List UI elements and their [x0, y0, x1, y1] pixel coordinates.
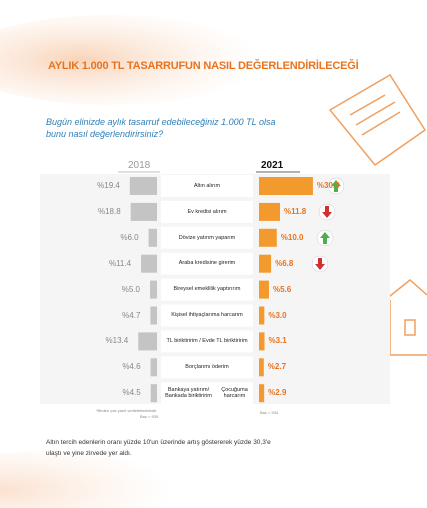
- bar-2018: [150, 358, 157, 377]
- subtitle: Bugün elinizde aylık tasarruf edebileceğ…: [46, 117, 276, 139]
- row-center: [161, 330, 253, 353]
- value-label: %11.8: [284, 206, 307, 216]
- value-label: %6.0: [120, 232, 139, 242]
- note: *Birden çok yanıt verilebilmektedir.: [96, 408, 158, 413]
- row-center: [161, 175, 253, 197]
- row-center: [161, 252, 253, 275]
- value-label: %10.0: [280, 232, 304, 242]
- category-label: Araba kredisine girerim: [178, 260, 236, 267]
- value-label: %3.0: [268, 310, 287, 320]
- value-label: %30.3: [316, 181, 340, 190]
- category-label: Bireysel emeklilik yaptırırım: [173, 286, 241, 293]
- watercolor: [0, 450, 200, 508]
- title: AYLIK 1.000 TL TASARRUFUN NASIL DEĞERLEN…: [48, 60, 359, 72]
- value-label: %5.0: [121, 284, 140, 294]
- bar-2021: [259, 332, 265, 351]
- category-label: Kişisel ihtiyaçlarıma harcarım: [171, 312, 243, 319]
- bar-2018: [138, 332, 157, 351]
- bar-2021: [259, 228, 277, 247]
- bar-2018: [150, 306, 157, 325]
- value-label: %5.6: [272, 284, 292, 294]
- legend-2021: 2021: [261, 160, 284, 171]
- bar-2018: [150, 384, 157, 403]
- value-label: %4.6: [122, 362, 141, 372]
- value-label: %4.5: [122, 388, 141, 398]
- watercolor: [0, 15, 260, 105]
- value-label: %6.8: [275, 258, 294, 268]
- value-label: %19.4: [97, 181, 120, 190]
- bar-2018: [148, 228, 157, 247]
- row-center: [161, 226, 253, 249]
- base: Baz = 934: [260, 410, 279, 415]
- value-label: %4.7: [122, 310, 141, 320]
- base: Baz = 935: [140, 414, 159, 419]
- row-center: [161, 382, 253, 405]
- row-center: [161, 200, 253, 223]
- bar-2021: [259, 358, 264, 377]
- category-label: Çocuğuma harcarım: [221, 386, 248, 400]
- row-center: [161, 278, 253, 301]
- footnote: Altın tercih edenlerin oranı yüzde 10'un…: [46, 439, 271, 457]
- bar-2021: [259, 384, 265, 403]
- bar-2021: [259, 280, 269, 299]
- category-label: Altın alırım: [193, 182, 221, 189]
- legend-2018: 2018: [128, 160, 151, 171]
- category-label: TL biriktiririm / Evde TL biriktiririm: [166, 338, 248, 345]
- trend-arrows: [311, 177, 345, 273]
- bar-2018: [130, 202, 157, 221]
- value-label: %13.4: [105, 336, 129, 346]
- value-label: %2.9: [268, 388, 287, 398]
- bar-2018: [129, 177, 157, 195]
- value-label: %2.7: [267, 362, 287, 372]
- category-label: Dövize yatırım yaparım: [178, 234, 236, 241]
- value-label: %3.1: [268, 336, 287, 346]
- category-label: Borçlarımı öderim: [185, 364, 229, 371]
- bar-2021: [259, 177, 313, 195]
- category-label: Bankaya yatırım/ Bankada biriktiririm: [165, 386, 212, 400]
- value-label: %11.4: [108, 258, 132, 268]
- bar-2018: [150, 280, 157, 299]
- category-label: Ev kredisi alırım: [187, 208, 227, 215]
- bar-2021: [259, 306, 265, 325]
- value-label: %18.8: [97, 206, 121, 216]
- row-center: [161, 356, 253, 379]
- bar-2021: [259, 254, 272, 273]
- bar-2021: [259, 202, 281, 221]
- bar-2018: [141, 254, 157, 273]
- row-center: [161, 304, 253, 327]
